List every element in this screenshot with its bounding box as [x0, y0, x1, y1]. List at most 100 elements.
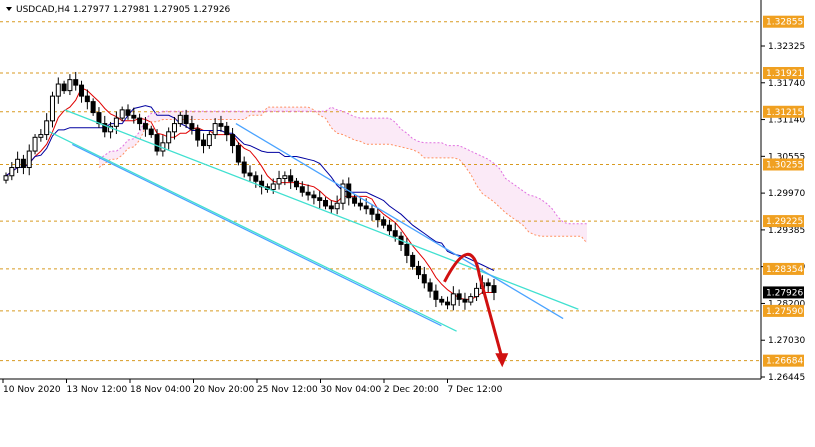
y-tick-label-5: 1.29385 — [768, 226, 805, 236]
candle-body-42 — [247, 172, 253, 177]
candle-body-47 — [276, 178, 282, 185]
candle-body-56 — [328, 205, 334, 210]
candle-body-35 — [206, 134, 212, 147]
candle-body-61 — [357, 202, 363, 207]
candle-body-55 — [323, 199, 329, 207]
candle-body-75 — [439, 298, 445, 303]
channel-line-1 — [49, 131, 457, 332]
span-b-line — [98, 106, 587, 225]
candle-body-73 — [427, 282, 433, 292]
candle-body-71 — [415, 265, 421, 276]
candle-body-38 — [224, 125, 230, 136]
candle-body-80 — [468, 296, 474, 303]
candle-body-69 — [404, 243, 410, 256]
candle-body-39 — [230, 134, 236, 147]
y-tick-label-4: 1.29970 — [768, 189, 805, 199]
candle-body-13 — [79, 84, 85, 97]
y-axis-ticks: 1.32325 1.31740 1.31140 1.30555 1.29970 1.293… — [761, 42, 805, 383]
x-axis-ticks: 10 Nov 2020 13 Nov 12:00 18 Nov 04:00 20 No… — [2, 379, 503, 395]
chart-title: USDCAD,H4 1.27977 1.27981 1.27905 1.2792… — [16, 5, 231, 15]
candle-body-0 — [3, 175, 9, 181]
candle-body-72 — [421, 274, 427, 284]
candle-body-70 — [410, 254, 416, 267]
candle-body-10 — [61, 83, 67, 92]
candle-body-25 — [148, 128, 154, 136]
level-label-7: 1.26684 — [766, 357, 803, 367]
candle-body-63 — [369, 208, 375, 215]
candle-body-1 — [9, 167, 15, 177]
candle-body-6 — [38, 134, 44, 138]
candle-body-11 — [67, 79, 73, 92]
level-label-0: 1.32855 — [766, 18, 803, 28]
candle-body-37 — [218, 123, 224, 127]
candle-body-34 — [201, 139, 207, 147]
candle-body-20 — [119, 109, 125, 119]
dropdown-triangle-icon[interactable] — [6, 7, 12, 11]
level-label-box-0 — [763, 15, 804, 28]
candle-body-31 — [183, 114, 189, 125]
candle-body-41 — [241, 161, 247, 174]
x-tick-label-6: 2 Dec 20:00 — [384, 385, 439, 395]
price-levels — [0, 21, 761, 362]
candle-body-30 — [177, 114, 183, 125]
title-group: USDCAD,H4 1.27977 1.27981 1.27905 1.2792… — [6, 5, 231, 15]
level-label-4: 1.29225 — [766, 217, 803, 227]
candle-body-81 — [474, 287, 480, 298]
level-label-box-7 — [763, 354, 804, 367]
candle-body-83 — [485, 282, 491, 287]
x-tick-label-2: 18 Nov 04:00 — [130, 385, 191, 395]
candle-body-4 — [26, 150, 32, 169]
level-label-2: 1.31215 — [766, 108, 803, 118]
level-label-box-2 — [763, 105, 804, 118]
x-tick-label-7: 7 Dec 12:00 — [448, 385, 503, 395]
candle-body-5 — [32, 136, 38, 152]
candle-body-8 — [49, 95, 55, 122]
candle-body-79 — [462, 298, 468, 303]
level-label-6: 1.27590 — [766, 307, 803, 317]
candle-body-12 — [73, 79, 79, 86]
x-tick-label-1: 13 Nov 12:00 — [67, 385, 128, 395]
candle-body-62 — [363, 205, 369, 210]
candle-body-2 — [15, 158, 21, 169]
candle-body-22 — [131, 114, 137, 119]
y-tick-label-9: 1.26445 — [768, 373, 805, 383]
candle-body-50 — [293, 180, 299, 188]
candle-body-76 — [445, 301, 451, 306]
candle-body-66 — [386, 224, 392, 232]
level-label-box-5 — [763, 262, 804, 275]
candle-body-21 — [125, 109, 131, 116]
level-label-1: 1.31921 — [766, 69, 803, 79]
candle-body-3 — [20, 158, 26, 169]
candle-body-7 — [44, 120, 50, 136]
candle-body-65 — [381, 219, 387, 226]
y-tick-label-2: 1.31140 — [768, 116, 805, 126]
candle-body-26 — [154, 134, 160, 152]
candle-body-67 — [392, 230, 398, 237]
level-label-box-1 — [763, 66, 804, 79]
candle-body-24 — [142, 123, 148, 130]
channel-line-2 — [235, 123, 564, 320]
candle-body-23 — [137, 117, 143, 125]
x-tick-label-5: 30 Nov 04:00 — [321, 385, 382, 395]
level-label-box-6 — [763, 304, 804, 317]
y-tick-label-7: 1.28200 — [768, 299, 805, 309]
candle-body-64 — [375, 213, 381, 221]
candle-body-49 — [288, 175, 294, 182]
candles — [3, 71, 497, 311]
candle-body-40 — [235, 145, 241, 163]
candle-body-19 — [113, 117, 119, 127]
level-label-5: 1.28354 — [766, 265, 803, 275]
candle-body-14 — [84, 95, 90, 103]
x-tick-label-0: 10 Nov 2020 — [3, 385, 61, 395]
candle-body-36 — [212, 123, 218, 136]
candle-body-77 — [450, 293, 456, 306]
candle-body-28 — [166, 131, 172, 144]
current-price-label: 1.27926 — [766, 288, 803, 298]
level-label-3: 1.30255 — [766, 161, 803, 171]
level-label-box-3 — [763, 158, 804, 171]
channel-line-3 — [72, 143, 442, 327]
forecast-arrow — [443, 252, 509, 368]
candle-body-60 — [352, 197, 358, 204]
candle-body-15 — [90, 101, 96, 114]
